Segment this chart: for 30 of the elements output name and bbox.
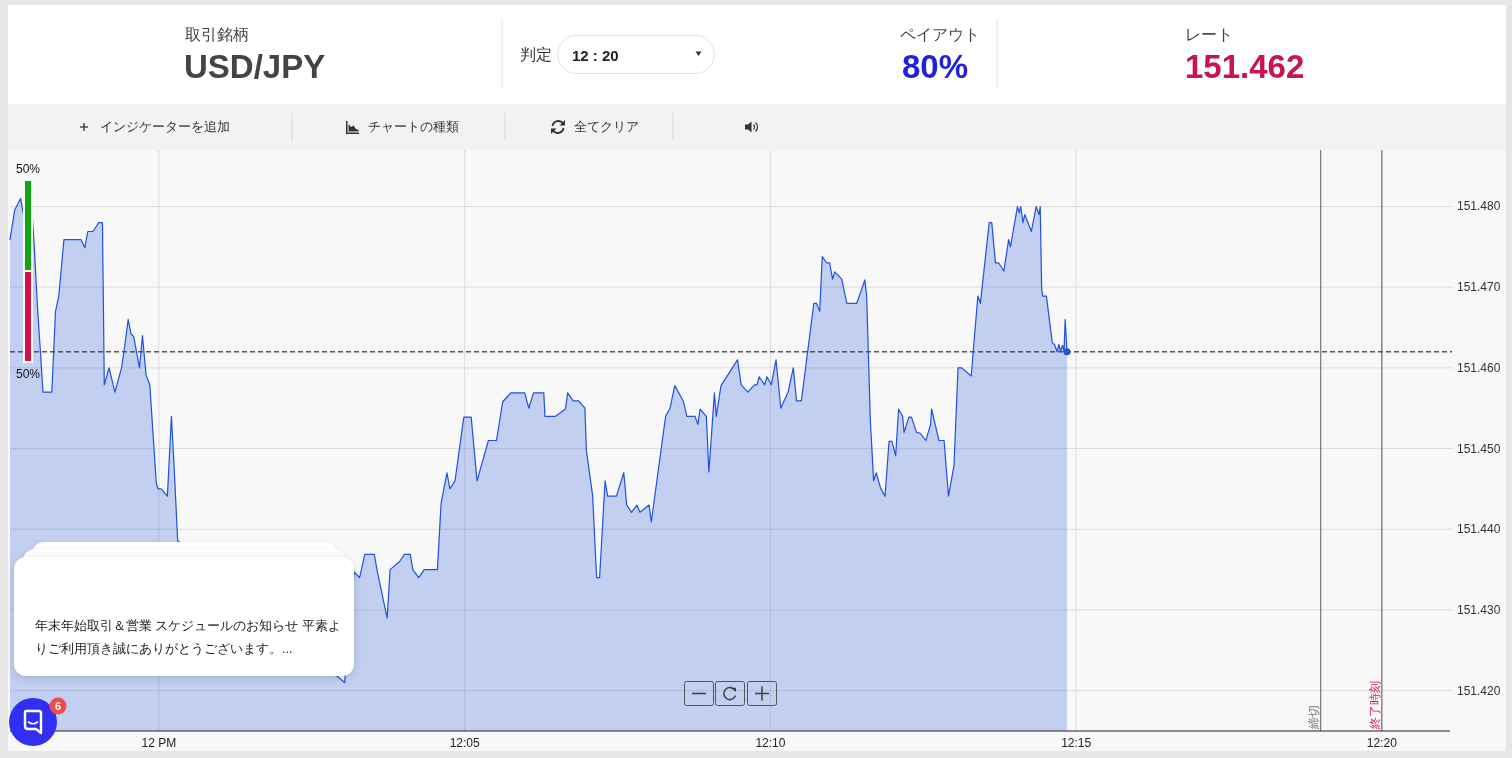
chart-title: USD/JPY xyxy=(184,48,326,86)
text: 取引銘柄 xyxy=(185,24,249,45)
data-label: 50% xyxy=(15,367,41,381)
x-tick-label: 12:10 xyxy=(755,736,786,750)
x-tick-label: 12:05 xyxy=(449,736,481,750)
text: レート xyxy=(1185,24,1233,45)
data-label: 50% xyxy=(15,162,41,176)
y-tick-label: 151.420 xyxy=(1457,683,1501,698)
y-tick-label: 151.450 xyxy=(1457,441,1501,456)
ref-line-label: 締切 xyxy=(1306,705,1321,730)
annotation: 年末年始取引＆営業 スケジュールのお知らせ 平素よりご利用頂き誠にありがとうございます。... xyxy=(35,618,342,658)
annotation: 6 xyxy=(54,700,62,712)
y-tick-label: 151.480 xyxy=(1457,199,1501,214)
badge: 6 xyxy=(49,697,67,715)
text: 全てクリア xyxy=(574,119,639,135)
x-tick-label: 12 PM xyxy=(141,736,177,750)
x-tick-label: 12:20 xyxy=(1366,736,1398,750)
x-tick-label: 12:15 xyxy=(1061,736,1092,750)
text: 80% xyxy=(902,48,969,86)
text: 151.462 xyxy=(1185,48,1305,86)
text: 12 : 20 xyxy=(572,47,619,65)
text: チャートの種類 xyxy=(368,119,459,135)
y-tick-label: 151.460 xyxy=(1457,360,1501,375)
text: 判定 xyxy=(520,44,552,65)
text: ペイアウト xyxy=(900,24,980,45)
y-tick-label: 151.430 xyxy=(1457,602,1501,617)
text: インジケーターを追加 xyxy=(100,119,230,135)
ref-line-label: 終了時刻 xyxy=(1367,681,1382,730)
y-tick-label: 151.440 xyxy=(1457,522,1501,537)
y-tick-label: 151.470 xyxy=(1457,280,1501,295)
